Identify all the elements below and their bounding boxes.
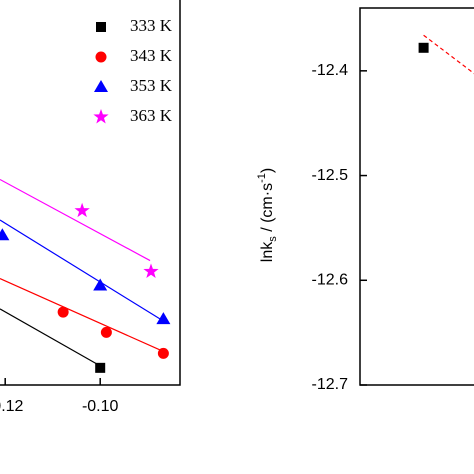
marker-star: [93, 109, 109, 124]
marker-star: [143, 263, 159, 278]
marker-circle: [95, 51, 107, 63]
legend-label: 363 K: [130, 106, 173, 125]
fit-line: [0, 277, 164, 353]
marker-star: [74, 202, 90, 218]
marker-circle: [100, 326, 112, 338]
marker-triangle: [0, 228, 10, 241]
marker-square: [95, 362, 106, 373]
plot-frame: [0, 0, 181, 386]
legend-label: 333 K: [130, 16, 173, 35]
y-axis-label: lnks / (cm·s-1): [256, 168, 279, 262]
marker-triangle: [156, 312, 171, 325]
marker-triangle: [93, 278, 108, 291]
marker-circle: [157, 347, 169, 359]
y-tick-label: -12.6: [312, 271, 349, 288]
x-tick-label: -0.12: [0, 398, 24, 415]
marker-triangle: [94, 80, 108, 92]
marker-square: [418, 42, 429, 53]
marker-circle: [57, 306, 69, 318]
plot-frame: [359, 7, 474, 386]
y-tick-label: -12.7: [312, 376, 349, 393]
x-tick-label: -0.10: [82, 398, 119, 415]
fit-line: [423, 34, 474, 75]
legend-label: 353 K: [130, 76, 173, 95]
y-tick-label: -12.5: [312, 167, 349, 184]
y-axis-label-text: lnks / (cm·s-1): [256, 168, 279, 262]
legend-label: 343 K: [130, 46, 173, 65]
fit-line: [0, 219, 164, 322]
fit-line: [0, 178, 151, 262]
y-tick-label: -12.4: [312, 62, 349, 79]
marker-square: [96, 22, 106, 32]
fit-line: [0, 308, 101, 367]
